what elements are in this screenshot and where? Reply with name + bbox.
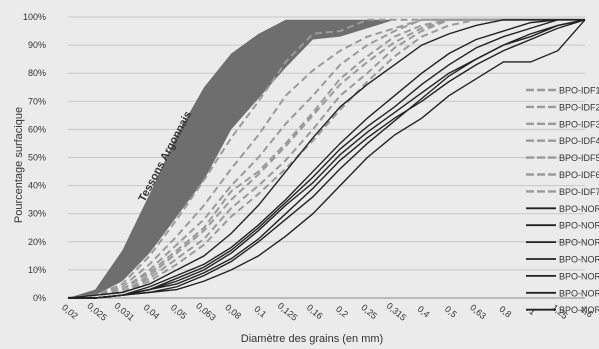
series-lines bbox=[67, 18, 586, 299]
x-tick-label: 0,1 bbox=[252, 304, 268, 320]
y-tick-label: 60% bbox=[28, 124, 46, 134]
legend-label: BPO-IDF3 bbox=[559, 119, 599, 129]
x-tick-label: 0,8 bbox=[497, 304, 513, 320]
y-tick-label: 20% bbox=[28, 237, 46, 247]
y-tick-label: 30% bbox=[28, 209, 46, 219]
y-axis: 0% 10% 20% 30% 40% 50% 60% 70% 80% 90% 100% bbox=[23, 12, 46, 303]
band-tessons bbox=[68, 19, 585, 299]
legend-label: BPO-IDF1 bbox=[559, 86, 599, 96]
x-tick-label: 0,315 bbox=[385, 301, 409, 323]
series-line bbox=[67, 19, 585, 299]
legend-label: BPO-IDF4 bbox=[559, 136, 599, 146]
series-line bbox=[68, 19, 585, 299]
band-layer bbox=[68, 19, 585, 299]
legend-label: BPO-NOR bbox=[559, 271, 599, 281]
x-tick-label: 0,25 bbox=[359, 302, 379, 321]
x-tick-label: 0,08 bbox=[223, 302, 243, 321]
y-tick-label: 80% bbox=[28, 68, 46, 78]
series-line bbox=[67, 18, 585, 299]
x-axis: 0,02 0,025 0,031 0,04 0,05 0,063 0,08 0,1 0,125 0… bbox=[60, 301, 595, 323]
x-tick-label: 0,02 bbox=[60, 302, 80, 321]
legend-label: BPO-NOR bbox=[559, 255, 599, 265]
x-tick-label: 0,05 bbox=[169, 302, 189, 321]
series-line bbox=[68, 19, 586, 299]
legend-label: BPO-IDF7 bbox=[559, 187, 599, 197]
series-line bbox=[68, 19, 586, 299]
legend-label: BPO-NOR bbox=[559, 238, 599, 248]
x-axis-title: Diamètre des grains (en mm) bbox=[241, 333, 383, 345]
x-tick-label: 0,031 bbox=[113, 301, 137, 323]
y-tick-label: 70% bbox=[28, 96, 46, 106]
x-tick-label: 0,063 bbox=[194, 301, 218, 323]
x-tick-label: 0,4 bbox=[416, 304, 432, 320]
series-line bbox=[67, 18, 585, 299]
x-tick-label: 0,63 bbox=[468, 302, 488, 321]
legend-label: BPO-IDF2 bbox=[559, 102, 599, 112]
x-tick-label: 0,025 bbox=[85, 301, 109, 323]
y-tick-label: 100% bbox=[23, 12, 46, 22]
y-tick-label: 40% bbox=[28, 181, 46, 191]
y-tick-label: 50% bbox=[28, 153, 46, 163]
legend-label: BPO-IDF6 bbox=[559, 170, 599, 180]
legend-label: BPO-NOR bbox=[559, 305, 599, 315]
series-line bbox=[67, 18, 585, 299]
x-tick-label: 0,2 bbox=[334, 304, 350, 320]
x-tick-label: 0,5 bbox=[443, 304, 459, 320]
x-tick-label: 1 bbox=[527, 306, 537, 317]
y-tick-label: 0% bbox=[33, 293, 46, 303]
x-tick-label: 0,16 bbox=[305, 302, 325, 321]
series-line bbox=[68, 19, 585, 299]
x-tick-label: 0,04 bbox=[142, 302, 162, 321]
legend: BPO-IDF1 BPO-IDF2 BPO-IDF3 BPO-IDF4 BPO-IDF5… bbox=[526, 86, 599, 315]
y-axis-title: Pourcentage surfacique bbox=[13, 107, 25, 223]
legend-label: BPO-IDF5 bbox=[559, 153, 599, 163]
legend-label: BPO-NOR bbox=[559, 221, 599, 231]
legend-label: BPO-NOR bbox=[559, 288, 599, 298]
y-tick-label: 90% bbox=[28, 40, 46, 50]
y-tick-label: 10% bbox=[28, 265, 46, 275]
x-tick-label: 0,125 bbox=[276, 301, 300, 323]
legend-label: BPO-NOR bbox=[559, 204, 599, 214]
